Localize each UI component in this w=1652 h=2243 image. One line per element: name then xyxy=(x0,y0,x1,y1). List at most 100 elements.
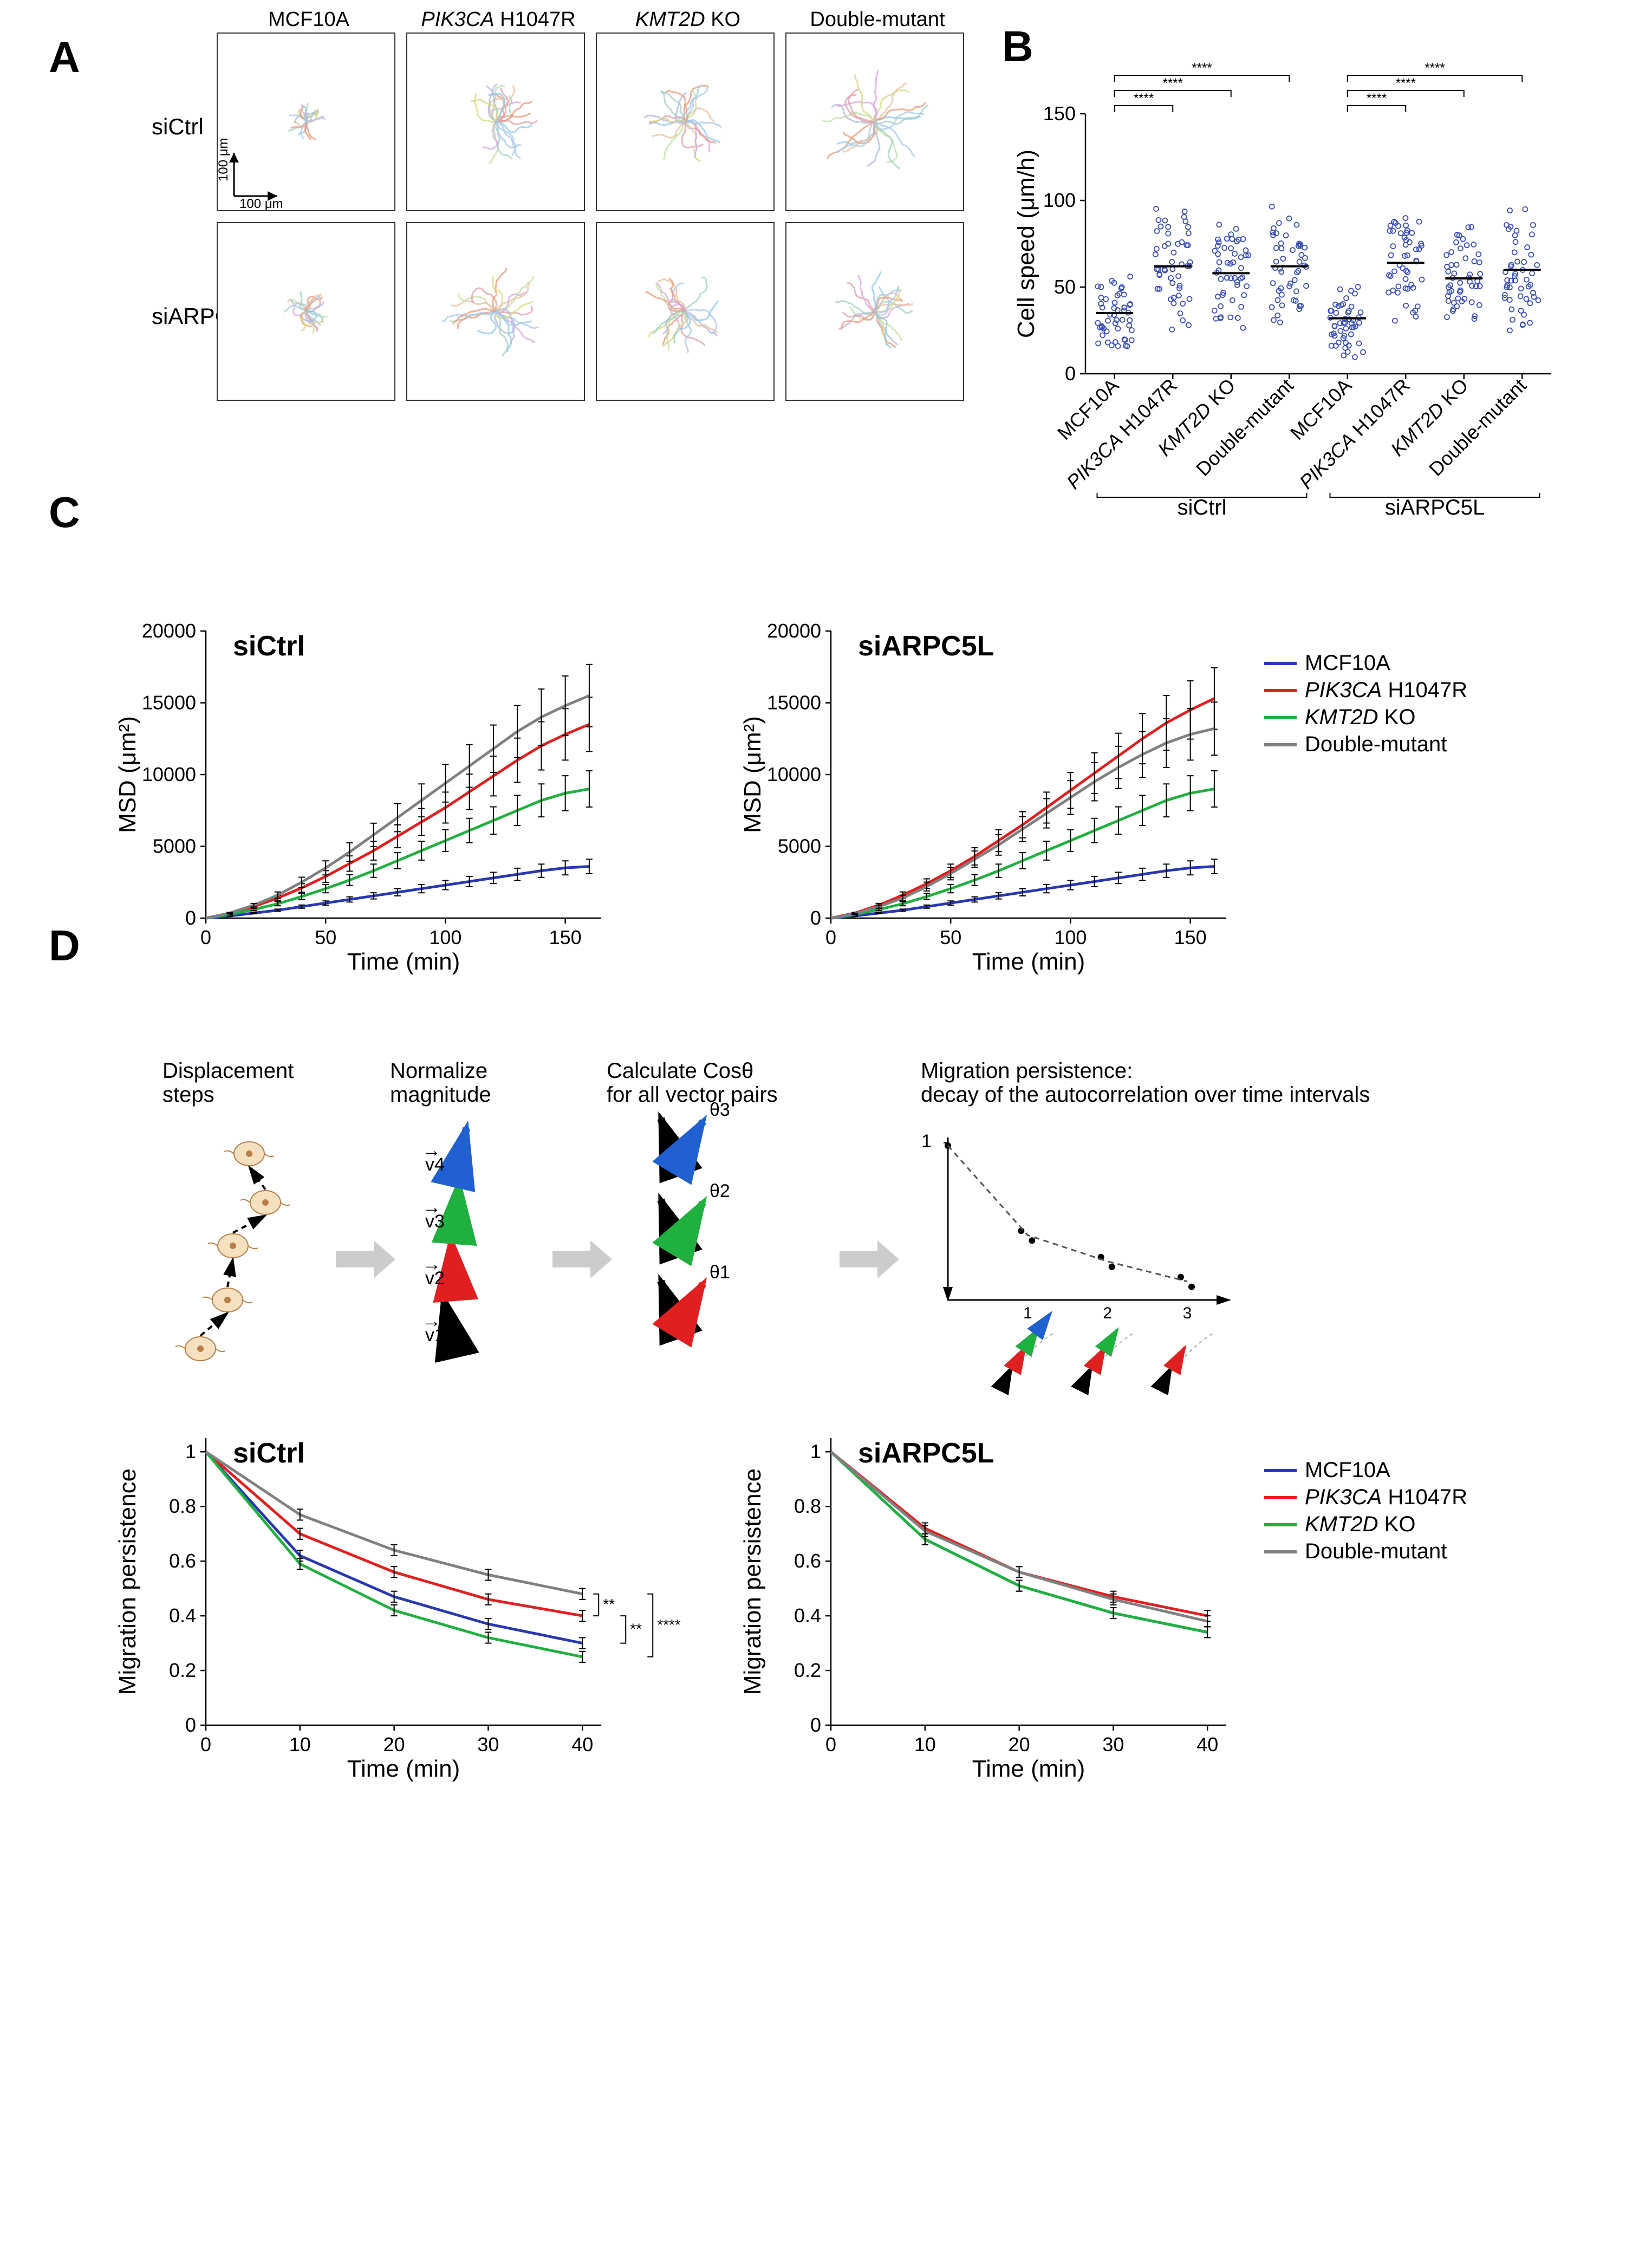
svg-text:siCtrl: siCtrl xyxy=(233,1438,305,1469)
svg-text:40: 40 xyxy=(571,1733,593,1756)
svg-text:1: 1 xyxy=(185,1440,196,1462)
svg-text:150: 150 xyxy=(1043,102,1076,125)
svg-text:siCtrl: siCtrl xyxy=(1178,496,1227,519)
svg-text:magnitude: magnitude xyxy=(390,1083,491,1107)
persistence-chart-sictrl: 00.20.40.60.81010203040Migration persist… xyxy=(108,1416,731,1785)
svg-text:****: **** xyxy=(1367,91,1387,106)
svg-text:Time (min): Time (min) xyxy=(347,1756,460,1782)
svg-text:siARPC5L: siARPC5L xyxy=(858,630,994,662)
svg-text:**: ** xyxy=(630,1620,642,1637)
svg-text:Displacement: Displacement xyxy=(162,1059,294,1083)
svg-text:50: 50 xyxy=(940,926,962,948)
panel-d: DisplacementstepsNormalizemagnitudeCalcu… xyxy=(108,1045,1620,1787)
panel-c: 05000100001500020000050100150MSD (μm²)Ti… xyxy=(108,609,1620,980)
svg-text:****: **** xyxy=(1134,91,1154,106)
svg-text:decay of the autocorrelation o: decay of the autocorrelation over time i… xyxy=(921,1083,1370,1107)
svg-text:Migration persistence: Migration persistence xyxy=(114,1468,141,1695)
svg-text:0.2: 0.2 xyxy=(169,1659,196,1681)
msd-chart-siarpc5l: 05000100001500020000050100150MSD (μm²)Ti… xyxy=(733,609,1546,978)
svg-text:50: 50 xyxy=(1054,276,1076,298)
panel-label-c: C xyxy=(49,487,80,537)
persistence-chart-siarpc5l: 00.20.40.60.81010203040Migration persist… xyxy=(733,1416,1546,1785)
svg-text:100: 100 xyxy=(1043,189,1076,211)
svg-text:15000: 15000 xyxy=(142,692,196,714)
track-plot xyxy=(217,222,395,401)
svg-text:0: 0 xyxy=(200,926,211,948)
svg-text:0: 0 xyxy=(185,907,196,929)
svg-text:20000: 20000 xyxy=(767,620,821,642)
svg-text:θ2: θ2 xyxy=(710,1181,730,1201)
svg-text:20000: 20000 xyxy=(142,620,196,642)
svg-text:for all vector pairs: for all vector pairs xyxy=(607,1083,778,1107)
panel-b: 050100150Cell speed (μm/h)MCF10APIK3CA H… xyxy=(1010,32,1605,555)
panel-label-d: D xyxy=(49,921,80,971)
svg-text:100: 100 xyxy=(429,926,461,948)
svg-text:****: **** xyxy=(1425,61,1445,75)
svg-text:Cell speed (μm/h): Cell speed (μm/h) xyxy=(1013,149,1039,338)
svg-text:MCF10A: MCF10A xyxy=(1305,651,1390,675)
svg-text:15000: 15000 xyxy=(767,692,821,714)
svg-text:PIK3CA H1047R: PIK3CA H1047R xyxy=(1305,678,1467,702)
svg-text:**: ** xyxy=(603,1596,615,1613)
svg-text:100 μm: 100 μm xyxy=(239,197,283,210)
svg-text:0.4: 0.4 xyxy=(794,1604,821,1627)
svg-text:100 μm: 100 μm xyxy=(218,138,231,181)
svg-text:2: 2 xyxy=(1103,1304,1112,1322)
svg-text:0.6: 0.6 xyxy=(794,1550,821,1572)
msd-chart-sictrl: 05000100001500020000050100150MSD (μm²)Ti… xyxy=(108,609,731,978)
svg-text:1: 1 xyxy=(1023,1304,1032,1322)
svg-text:0: 0 xyxy=(810,907,821,929)
svg-text:Time (min): Time (min) xyxy=(972,1756,1085,1782)
svg-text:Calculate Cosθ: Calculate Cosθ xyxy=(607,1059,753,1083)
track-plot xyxy=(406,222,585,401)
svg-text:5000: 5000 xyxy=(778,835,821,857)
svg-text:50: 50 xyxy=(315,926,336,948)
svg-text:KMT2D KO: KMT2D KO xyxy=(1305,705,1415,729)
svg-text:****: **** xyxy=(1396,76,1416,90)
svg-text:Double-mutant: Double-mutant xyxy=(1305,732,1447,756)
svg-text:Migration persistence: Migration persistence xyxy=(739,1468,766,1695)
svg-text:MSD (μm²): MSD (μm²) xyxy=(114,716,141,833)
svg-text:****: **** xyxy=(657,1616,681,1633)
svg-text:v4: v4 xyxy=(425,1154,445,1175)
svg-text:40: 40 xyxy=(1197,1733,1219,1756)
svg-text:20: 20 xyxy=(1009,1733,1030,1756)
svg-text:0.4: 0.4 xyxy=(169,1604,196,1627)
track-column-header: KMT2D KO xyxy=(607,8,769,31)
svg-text:20: 20 xyxy=(383,1733,405,1756)
svg-text:siARPC5L: siARPC5L xyxy=(858,1438,994,1469)
svg-text:****: **** xyxy=(1192,61,1212,75)
track-plot xyxy=(785,222,964,401)
svg-text:30: 30 xyxy=(477,1733,499,1756)
svg-text:0: 0 xyxy=(825,926,836,948)
svg-text:10: 10 xyxy=(914,1733,936,1756)
svg-text:PIK3CA H1047R: PIK3CA H1047R xyxy=(1062,374,1181,493)
svg-text:0: 0 xyxy=(810,1714,821,1736)
svg-text:150: 150 xyxy=(549,926,582,948)
svg-text:10000: 10000 xyxy=(142,763,196,785)
figure: A MCF10APIK3CA H1047RKMT2D KODouble-muta… xyxy=(32,32,1620,1787)
svg-text:v3: v3 xyxy=(425,1211,445,1232)
persistence-diagram: DisplacementstepsNormalizemagnitudeCalcu… xyxy=(108,1045,1571,1414)
svg-text:****: **** xyxy=(1163,76,1183,90)
svg-text:θ3: θ3 xyxy=(710,1100,730,1120)
svg-text:3: 3 xyxy=(1183,1304,1192,1322)
svg-text:siCtrl: siCtrl xyxy=(233,630,305,662)
svg-text:100: 100 xyxy=(1055,926,1087,948)
svg-text:MSD (μm²): MSD (μm²) xyxy=(739,716,766,833)
svg-text:PIK3CA H1047R: PIK3CA H1047R xyxy=(1305,1485,1467,1509)
svg-text:0: 0 xyxy=(825,1733,836,1756)
svg-text:0.8: 0.8 xyxy=(794,1495,821,1517)
panel-a: MCF10APIK3CA H1047RKMT2D KODouble-mutant… xyxy=(108,32,975,401)
svg-text:Double-mutant: Double-mutant xyxy=(1305,1539,1447,1563)
svg-text:0.6: 0.6 xyxy=(169,1550,196,1572)
svg-text:Time (min): Time (min) xyxy=(972,948,1085,975)
svg-text:Normalize: Normalize xyxy=(390,1059,487,1083)
svg-text:0: 0 xyxy=(185,1714,196,1736)
track-plot xyxy=(596,222,775,401)
svg-text:KMT2D KO: KMT2D KO xyxy=(1305,1512,1415,1536)
svg-text:0.2: 0.2 xyxy=(794,1659,821,1681)
svg-text:10: 10 xyxy=(289,1733,311,1756)
track-column-header: PIK3CA H1047R xyxy=(417,8,580,31)
svg-text:0: 0 xyxy=(200,1733,211,1756)
